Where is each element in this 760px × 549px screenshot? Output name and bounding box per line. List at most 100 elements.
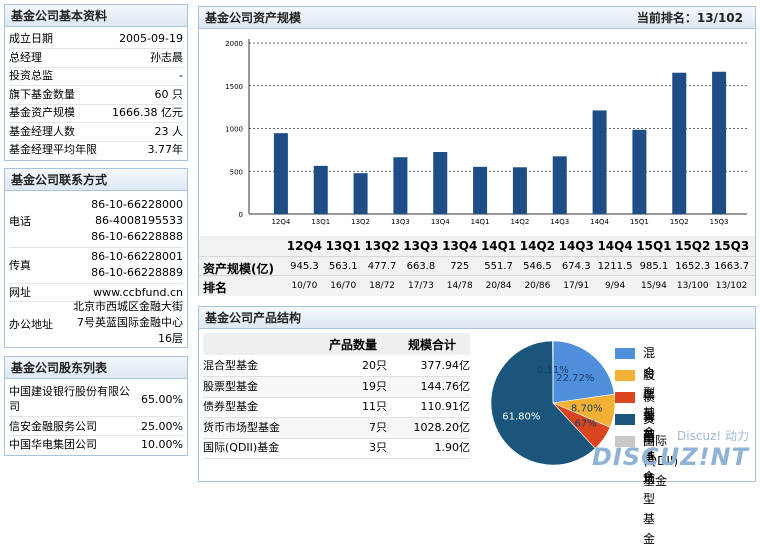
legend-swatch — [615, 392, 635, 403]
bar — [513, 167, 527, 214]
basic-info-value: 1666.38 亿元 — [112, 104, 183, 122]
holder-name: 信安金融服务公司 — [9, 419, 139, 434]
basic-info-value: 60 只 — [155, 86, 184, 104]
web-label: 网址 — [9, 285, 31, 301]
product-scale: 144.76亿 — [421, 377, 471, 397]
current-rank: 当前排名：13/102 — [637, 7, 743, 29]
rank-value: 13/102 — [712, 281, 751, 291]
fax-row: 传真 86-10-66228001 86-10-66228889 — [9, 249, 183, 284]
basic-info-key: 总经理 — [9, 49, 42, 67]
scale-value: 985.1 — [635, 261, 674, 272]
fax-2: 86-10-66228889 — [91, 265, 183, 281]
x-tick-label: 15Q3 — [710, 218, 729, 226]
legend-swatch — [615, 348, 635, 359]
y-tick-label: 0 — [239, 211, 243, 219]
holders-panel: 基金公司股东列表 中国建设银行股份有限公司 65.00% 信安金融服务公司 25… — [4, 356, 188, 456]
basic-info-key: 基金经理人数 — [9, 123, 75, 141]
product-scale: 1028.20亿 — [414, 418, 471, 438]
x-tick-label: 14Q3 — [550, 218, 569, 226]
scale-value: 546.5 — [518, 261, 557, 272]
addr-1: 北京市西城区金融大街 — [73, 299, 183, 315]
bar — [274, 133, 288, 214]
basic-info-value: 3.77年 — [148, 141, 184, 159]
rank-value: 15/94 — [635, 281, 674, 291]
product-name: 债券型基金 — [203, 397, 258, 417]
product-scale: 377.94亿 — [421, 356, 471, 376]
y-tick-label: 1500 — [225, 83, 243, 91]
x-tick-label: 15Q2 — [670, 218, 689, 226]
x-tick-label: 12Q4 — [271, 218, 290, 226]
table-divider — [199, 256, 755, 257]
watermark-line2: DISCUZ!NT — [592, 443, 749, 471]
scale-value: 1211.5 — [596, 261, 635, 272]
quarter-header: 14Q2 — [518, 239, 557, 253]
quarter-header: 13Q1 — [324, 239, 363, 253]
legend-swatch — [615, 414, 635, 425]
bar — [393, 157, 407, 214]
x-tick-label: 13Q2 — [351, 218, 370, 226]
addr-label: 办公地址 — [9, 317, 53, 333]
rank-value: 20/86 — [518, 281, 557, 291]
y-tick-label: 2000 — [225, 40, 243, 48]
rank-value: 17/73 — [402, 281, 441, 291]
quarter-header: 15Q1 — [635, 239, 674, 253]
basic-info-key: 成立日期 — [9, 30, 53, 48]
product-title: 基金公司产品结构 — [199, 307, 755, 329]
scale-value: 1652.3 — [673, 261, 712, 272]
basic-info-value: 23 人 — [155, 123, 184, 141]
product-count: 20只 — [362, 356, 387, 376]
y-tick-label: 1000 — [225, 126, 243, 134]
scale-value: 551.7 — [479, 261, 518, 272]
product-scale: 110.91亿 — [421, 397, 471, 417]
x-tick-label: 14Q4 — [590, 218, 609, 226]
scale-value: 663.8 — [402, 261, 441, 272]
holder-share: 65.00% — [141, 392, 183, 407]
quarter-header: 15Q3 — [712, 239, 751, 253]
bar — [672, 73, 686, 214]
holders-title: 基金公司股东列表 — [5, 357, 187, 379]
legend-swatch — [615, 370, 635, 381]
scale-value: 945.3 — [285, 261, 324, 272]
holder-name: 中国建设银行股份有限公司 — [9, 384, 139, 414]
scale-value: 477.7 — [363, 261, 402, 272]
phone-row: 电话 86-10-66228000 86-4008195533 86-10-66… — [9, 197, 183, 248]
bar — [593, 110, 607, 214]
product-scale: 1.90亿 — [435, 438, 471, 458]
col-scale: 规模合计 — [408, 336, 456, 353]
quarter-header: 13Q3 — [402, 239, 441, 253]
holder-name: 中国华电集团公司 — [9, 437, 139, 452]
asset-scale-title: 基金公司资产规模 — [205, 11, 301, 25]
watermark: Discuz! 动力 DISCUZ!NT — [575, 425, 755, 481]
quarter-header: 15Q2 — [673, 239, 712, 253]
asset-scale-header: 基金公司资产规模 当前排名：13/102 — [199, 7, 755, 29]
holder-share: 25.00% — [141, 419, 183, 434]
product-name: 货币市场型基金 — [203, 418, 280, 438]
phone-2: 86-4008195533 — [91, 213, 183, 229]
bar — [632, 130, 646, 214]
holder-row: 信安金融服务公司 25.00% — [9, 418, 183, 436]
product-count: 11只 — [362, 397, 387, 417]
addr-row: 办公地址 北京市西城区金融大街 7号英蓝国际金融中心 16层 — [9, 303, 183, 345]
product-table-header: 产品数量 规模合计 — [203, 333, 470, 355]
y-tick-label: 500 — [230, 168, 243, 176]
phone-1: 86-10-66228000 — [91, 197, 183, 213]
rank-value: 13/100 — [673, 281, 712, 291]
scale-value: 674.3 — [557, 261, 596, 272]
scale-value: 1663.7 — [712, 261, 751, 272]
product-count: 7只 — [369, 418, 387, 438]
bar — [473, 167, 487, 214]
watermark-line1: Discuz! 动力 — [677, 427, 749, 444]
product-row: 债券型基金 11只 110.91亿 — [203, 397, 470, 418]
phone-label: 电话 — [9, 213, 31, 229]
x-tick-label: 14Q1 — [471, 218, 490, 226]
basic-info-title: 基金公司基本资料 — [5, 5, 187, 27]
basic-info-row: 投资总监- — [9, 67, 183, 86]
x-tick-label: 13Q4 — [431, 218, 450, 226]
